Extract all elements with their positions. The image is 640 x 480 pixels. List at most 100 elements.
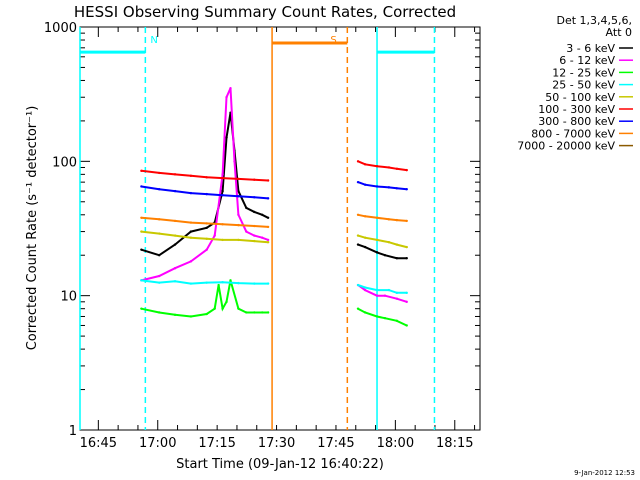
series-point-1 [363,288,367,292]
series-point-4 [363,236,367,239]
x-tick-label: 18:15 [436,436,473,451]
series-point-4 [387,241,391,244]
series-point-6 [158,188,161,191]
series-point-6 [189,191,193,195]
series-point-2 [363,311,367,314]
series-point-6 [363,183,367,186]
legend-entry-label: 50 - 100 keV [545,91,615,104]
series-point-6 [221,193,224,197]
series-point-7 [221,223,224,226]
legend-header: Det 1,3,4,5,6, [556,14,632,27]
series-point-0 [189,230,193,233]
series-point-7 [375,216,379,219]
series-point-4 [173,234,177,237]
x-tick-label: 17:30 [258,436,295,451]
series-point-4 [395,243,399,246]
series-point-0 [375,251,379,254]
series-point-5 [387,166,391,169]
series-point-6 [405,188,408,191]
y-axis-label: Corrected Count Rate (s⁻¹ detector⁻¹) [25,106,40,351]
series-point-2 [405,324,408,327]
series-point-5 [237,177,240,181]
series-point-7 [173,219,177,223]
series-point-2 [253,311,256,314]
series-point-6 [173,189,177,193]
series-point-4 [356,234,360,237]
series-point-1 [233,160,236,163]
series-point-3 [173,280,177,283]
series-point-5 [140,169,143,173]
series-point-2 [189,315,193,318]
series-point-7 [158,218,161,221]
series-point-2 [158,311,161,314]
series-point-2 [213,307,216,310]
series-point-0 [395,257,399,260]
series-point-0 [140,248,143,251]
series-point-4 [405,245,408,249]
legend-entry-label: 800 - 7000 keV [531,127,615,140]
series-point-1 [158,274,161,278]
series-point-1 [260,236,264,239]
series-point-6 [140,185,143,188]
series-point-5 [375,164,379,168]
series-point-7 [387,218,391,221]
series-point-1 [205,248,208,251]
series-point-2 [383,316,387,320]
series-point-4 [205,237,208,241]
series-point-2 [237,307,240,310]
series-point-3 [205,281,208,284]
series-point-0 [405,257,408,260]
legend-entry-label: 3 - 6 keV [566,42,615,55]
series-point-3 [363,286,367,289]
series-point-4 [237,238,240,242]
series-point-2 [375,315,379,318]
series-point-3 [237,281,240,285]
series-point-5 [173,173,177,176]
series-point-1 [221,173,224,176]
series-point-5 [395,167,399,170]
series-line-5 [141,169,269,182]
series-line-3 [357,284,407,294]
series-point-2 [260,311,264,314]
series-point-1 [395,297,399,300]
legend-entry-label: 300 - 800 keV [538,115,615,128]
series-point-3 [405,291,408,295]
series-point-3 [158,281,161,284]
series-point-1 [375,294,379,297]
series-point-5 [189,174,193,178]
legend-entry-label: 6 - 12 keV [559,54,615,67]
y-tick-label: 100 [52,155,77,170]
series-line-6 [141,185,269,200]
series-point-3 [356,283,360,287]
series-point-1 [229,87,232,90]
series-point-4 [266,241,270,244]
series-point-3 [266,282,270,285]
footer-timestamp: 9-Jan-2012 12:53 [574,469,635,477]
y-tick-label: 10 [60,290,77,305]
series-point-6 [395,187,399,190]
series-point-1 [405,300,408,304]
x-axis-label: Start Time (09-Jan-12 16:40:22) [176,457,384,472]
series-point-2 [229,279,232,282]
series-point-1 [253,234,256,237]
series-point-2 [356,307,360,310]
series-point-2 [205,312,208,316]
x-tick-label: 17:00 [139,436,176,451]
series-point-0 [383,254,387,257]
series-point-0 [253,210,256,214]
series-point-1 [225,96,228,99]
series-line-3 [141,279,269,285]
series-point-6 [375,185,379,188]
series-point-5 [356,160,360,163]
series-line-0 [357,243,407,260]
series-point-2 [266,311,270,314]
series-point-3 [189,282,193,285]
series-line-1 [357,284,407,303]
series-point-4 [375,238,379,242]
series-point-3 [375,288,379,292]
series-point-1 [383,294,387,297]
series-point-1 [189,260,193,263]
x-tick-label: 17:45 [317,436,354,451]
series-point-1 [266,238,270,242]
